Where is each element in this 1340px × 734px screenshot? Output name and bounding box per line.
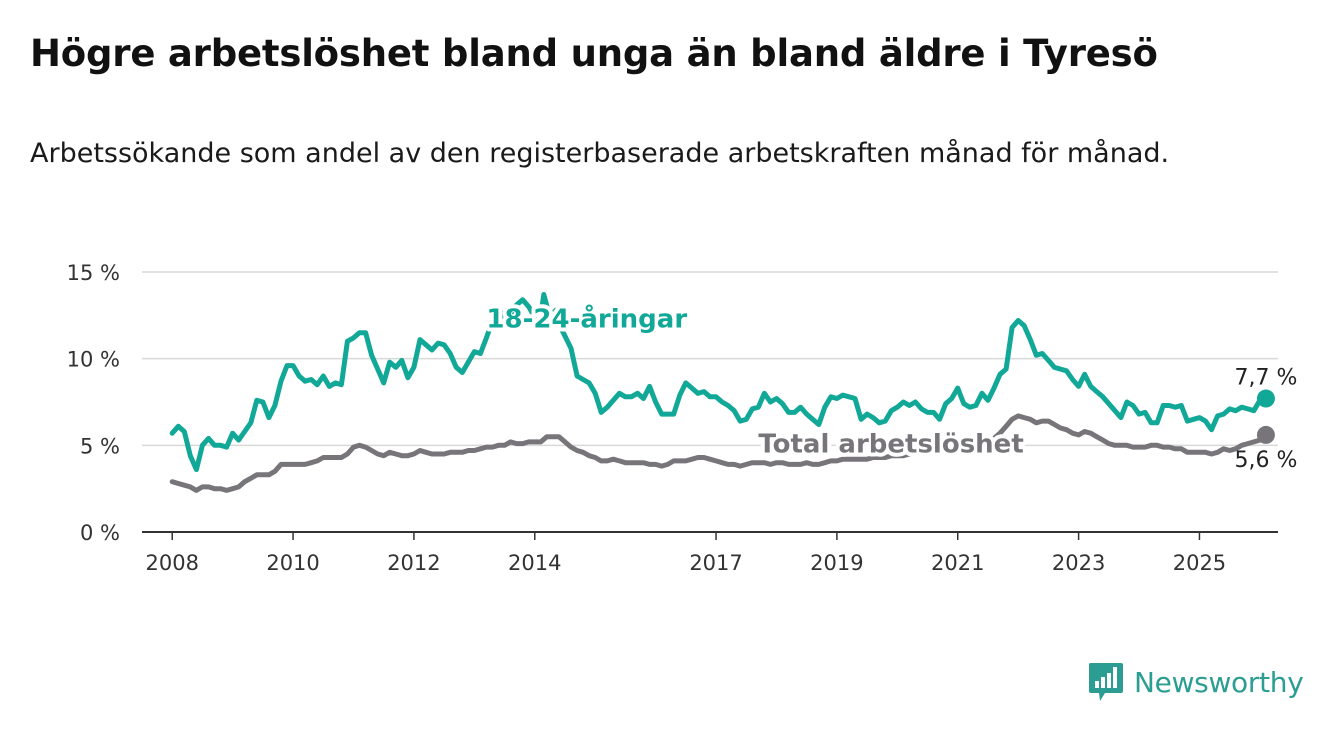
end-value-label: 5,6 %: [1234, 448, 1297, 473]
series-labels: 7,7 % 5,6 % 18-24-åringar Total arbetslöshe…: [482, 298, 1297, 473]
brand-logo: Newsworthy: [1088, 660, 1304, 704]
end-value-label: 7,7 %: [1234, 366, 1297, 391]
y-axis-ticks: 0 % 5 % 10 % 15 %: [67, 261, 120, 545]
y-tick-label: 15 %: [67, 261, 120, 285]
x-tick-label: 2017: [689, 551, 742, 575]
x-tick-label: 2012: [387, 551, 440, 575]
series-lines: [169, 292, 1275, 493]
chart-title: Högre arbetslöshet bland unga än bland ä…: [30, 32, 1158, 75]
brand-name: Newsworthy: [1134, 665, 1304, 699]
y-tick-label: 10 %: [67, 348, 120, 372]
series-label-young: 18-24-åringar: [486, 302, 687, 334]
series-label-total: Total arbetslöshet: [758, 429, 1023, 459]
x-tick-label: 2023: [1052, 551, 1105, 575]
x-tick-label: 2025: [1173, 551, 1226, 575]
end-marker-young: [1256, 389, 1275, 408]
chart-subtitle: Arbetssökande som andel av den registerb…: [30, 138, 1170, 169]
y-tick-label: 0 %: [80, 521, 120, 545]
x-axis-ticks: 2008 2010 2012 2014 2017 2019 2021 2023 2025: [145, 532, 1226, 575]
series-line-total: [169, 413, 1269, 493]
series-line-young: [169, 292, 1269, 473]
x-tick-label: 2019: [810, 551, 863, 575]
newsworthy-logo-icon: [1089, 663, 1123, 701]
x-tick-label: 2008: [145, 551, 198, 575]
gridlines: [142, 271, 1278, 533]
x-tick-label: 2014: [508, 551, 561, 575]
y-tick-label: 5 %: [80, 434, 120, 458]
x-tick-label: 2021: [931, 551, 984, 575]
end-marker-total: [1256, 425, 1275, 444]
x-tick-label: 2010: [266, 551, 319, 575]
